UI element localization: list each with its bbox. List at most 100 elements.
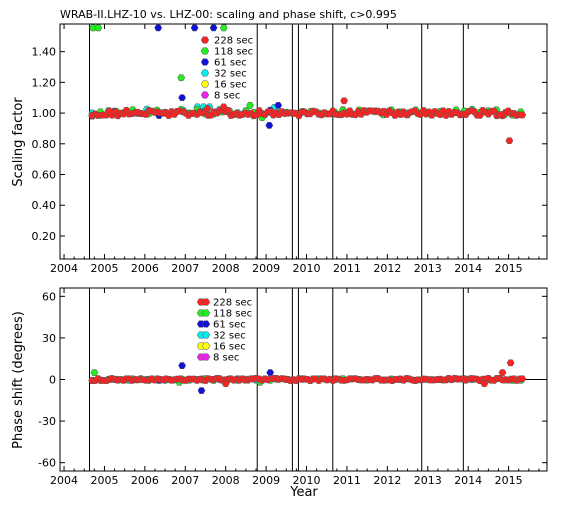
data-point-118-sec bbox=[177, 74, 186, 82]
scaling-points bbox=[88, 24, 527, 145]
x-tick-label: 2004 bbox=[50, 262, 78, 275]
data-point-61-sec bbox=[178, 362, 186, 370]
scaling-panel: Scaling factor 0.20 0.40 0.60 0.80 1.00 1.20 1… bbox=[11, 23, 548, 275]
data-point-228-sec bbox=[505, 137, 514, 145]
data-point-61-sec bbox=[178, 94, 186, 102]
y-tick-label: 60 bbox=[42, 290, 56, 303]
legend-marker bbox=[201, 331, 211, 339]
data-point-228-sec bbox=[496, 111, 505, 118]
data-point-228-sec bbox=[506, 359, 515, 367]
data-point-61-sec bbox=[265, 122, 274, 129]
data-point-228-sec bbox=[480, 380, 489, 388]
legend-label: 8 sec bbox=[214, 91, 240, 102]
x-tick-label: 2011 bbox=[333, 262, 361, 275]
legend-marker bbox=[200, 69, 210, 77]
x-tick-label: 2014 bbox=[454, 262, 482, 275]
y-tick-label: -60 bbox=[38, 457, 56, 470]
x-tick-label: 2012 bbox=[373, 262, 401, 275]
legend-label: 61 sec bbox=[213, 320, 246, 331]
figure-title: WRAB-II.LHZ-10 vs. LHZ-00: scaling and p… bbox=[60, 8, 397, 21]
x-tick-label: 2010 bbox=[293, 474, 321, 487]
x-tick-label: 2007 bbox=[171, 474, 199, 487]
data-point-118-sec bbox=[246, 102, 254, 109]
y-tick-label: 0.80 bbox=[32, 138, 57, 151]
x-tick-label: 2005 bbox=[90, 474, 118, 487]
x-tick-label: 2010 bbox=[293, 262, 321, 275]
x-axis-title: Year bbox=[289, 485, 318, 500]
x-tick-label: 2012 bbox=[373, 474, 401, 487]
phase-y-axis-title: Phase shift (degrees) bbox=[11, 311, 26, 449]
legend-marker bbox=[201, 298, 211, 306]
y-tick-label: 0.60 bbox=[32, 169, 57, 182]
data-point-61-sec bbox=[266, 369, 275, 376]
data-point-228-sec bbox=[498, 369, 507, 376]
data-point-228-sec bbox=[518, 111, 527, 119]
x-tick-label: 2004 bbox=[50, 474, 78, 487]
data-point-118-sec bbox=[89, 24, 97, 32]
legend-label: 16 sec bbox=[213, 342, 246, 353]
data-point-61-sec bbox=[154, 24, 163, 32]
x-tick-label: 2013 bbox=[414, 262, 442, 275]
y-tick-label: 0 bbox=[49, 374, 56, 387]
x-tick-label: 2011 bbox=[333, 474, 361, 487]
legend-marker bbox=[201, 353, 211, 361]
data-point-228-sec bbox=[203, 105, 212, 112]
legend-label: 32 sec bbox=[213, 331, 246, 342]
x-tick-label: 2008 bbox=[212, 474, 240, 487]
data-point-61-sec bbox=[274, 102, 283, 109]
legend-marker bbox=[200, 58, 210, 66]
x-tick-label: 2015 bbox=[495, 262, 523, 275]
data-point-61-sec bbox=[209, 24, 218, 32]
data-point-118-sec bbox=[219, 24, 228, 32]
data-point-228-sec bbox=[221, 380, 230, 388]
data-point-61-sec bbox=[197, 387, 206, 394]
data-point-61-sec bbox=[190, 24, 199, 32]
y-tick-label: 1.40 bbox=[32, 46, 57, 59]
scaling-event-lines bbox=[89, 24, 464, 259]
phase-points bbox=[88, 359, 527, 394]
legend-marker bbox=[200, 47, 210, 55]
legend-marker bbox=[201, 320, 211, 328]
data-point-228-sec bbox=[219, 103, 228, 111]
legend-label: 118 sec bbox=[213, 309, 252, 320]
x-tick-label: 2009 bbox=[252, 474, 280, 487]
y-tick-label: 1.00 bbox=[32, 107, 57, 120]
x-tick-label: 2005 bbox=[90, 262, 118, 275]
x-tick-label: 2014 bbox=[454, 474, 482, 487]
legend-label: 228 sec bbox=[213, 298, 252, 309]
data-point-228-sec bbox=[518, 375, 527, 383]
y-tick-label: 30 bbox=[42, 332, 56, 345]
x-tick-label: 2015 bbox=[495, 474, 523, 487]
y-tick-label: 1.20 bbox=[32, 76, 57, 89]
scaling-plot-frame bbox=[59, 23, 548, 260]
legend-marker bbox=[201, 342, 211, 350]
legend-label: 228 sec bbox=[214, 36, 253, 47]
x-tick-label: 2006 bbox=[131, 262, 159, 275]
x-tick-label: 2013 bbox=[414, 474, 442, 487]
data-point-118-sec bbox=[90, 369, 99, 376]
legend-label: 16 sec bbox=[214, 80, 247, 91]
scaling-axis-ticks: 0.20 0.40 0.60 0.80 1.00 1.20 1.40 2004 2005 2006… bbox=[32, 24, 547, 275]
data-point-228-sec bbox=[340, 97, 348, 105]
x-tick-label: 2007 bbox=[171, 262, 199, 275]
legend-marker bbox=[200, 80, 210, 88]
phase-axis-ticks: -60 -30 0 30 60 2004 2005 2006 2007 2008 2009 2010 2… bbox=[38, 288, 547, 487]
y-tick-label: 0.40 bbox=[32, 199, 57, 212]
x-tick-label: 2009 bbox=[252, 262, 280, 275]
legend-marker bbox=[201, 309, 211, 317]
y-tick-label: -30 bbox=[38, 415, 56, 428]
phase-panel: Phase shift (degrees) Year -60 -30 0 30 60 20… bbox=[11, 287, 548, 500]
legend-label: 8 sec bbox=[213, 353, 239, 364]
legend-marker bbox=[200, 36, 210, 44]
legend-label: 118 sec bbox=[214, 47, 253, 58]
scaling-y-axis-title: Scaling factor bbox=[11, 97, 26, 187]
legend-marker bbox=[200, 91, 210, 99]
data-point-118-sec bbox=[94, 24, 103, 32]
legend-label: 32 sec bbox=[214, 69, 247, 80]
y-tick-label: 0.20 bbox=[32, 230, 57, 243]
x-tick-label: 2008 bbox=[212, 262, 240, 275]
x-tick-label: 2006 bbox=[131, 474, 159, 487]
